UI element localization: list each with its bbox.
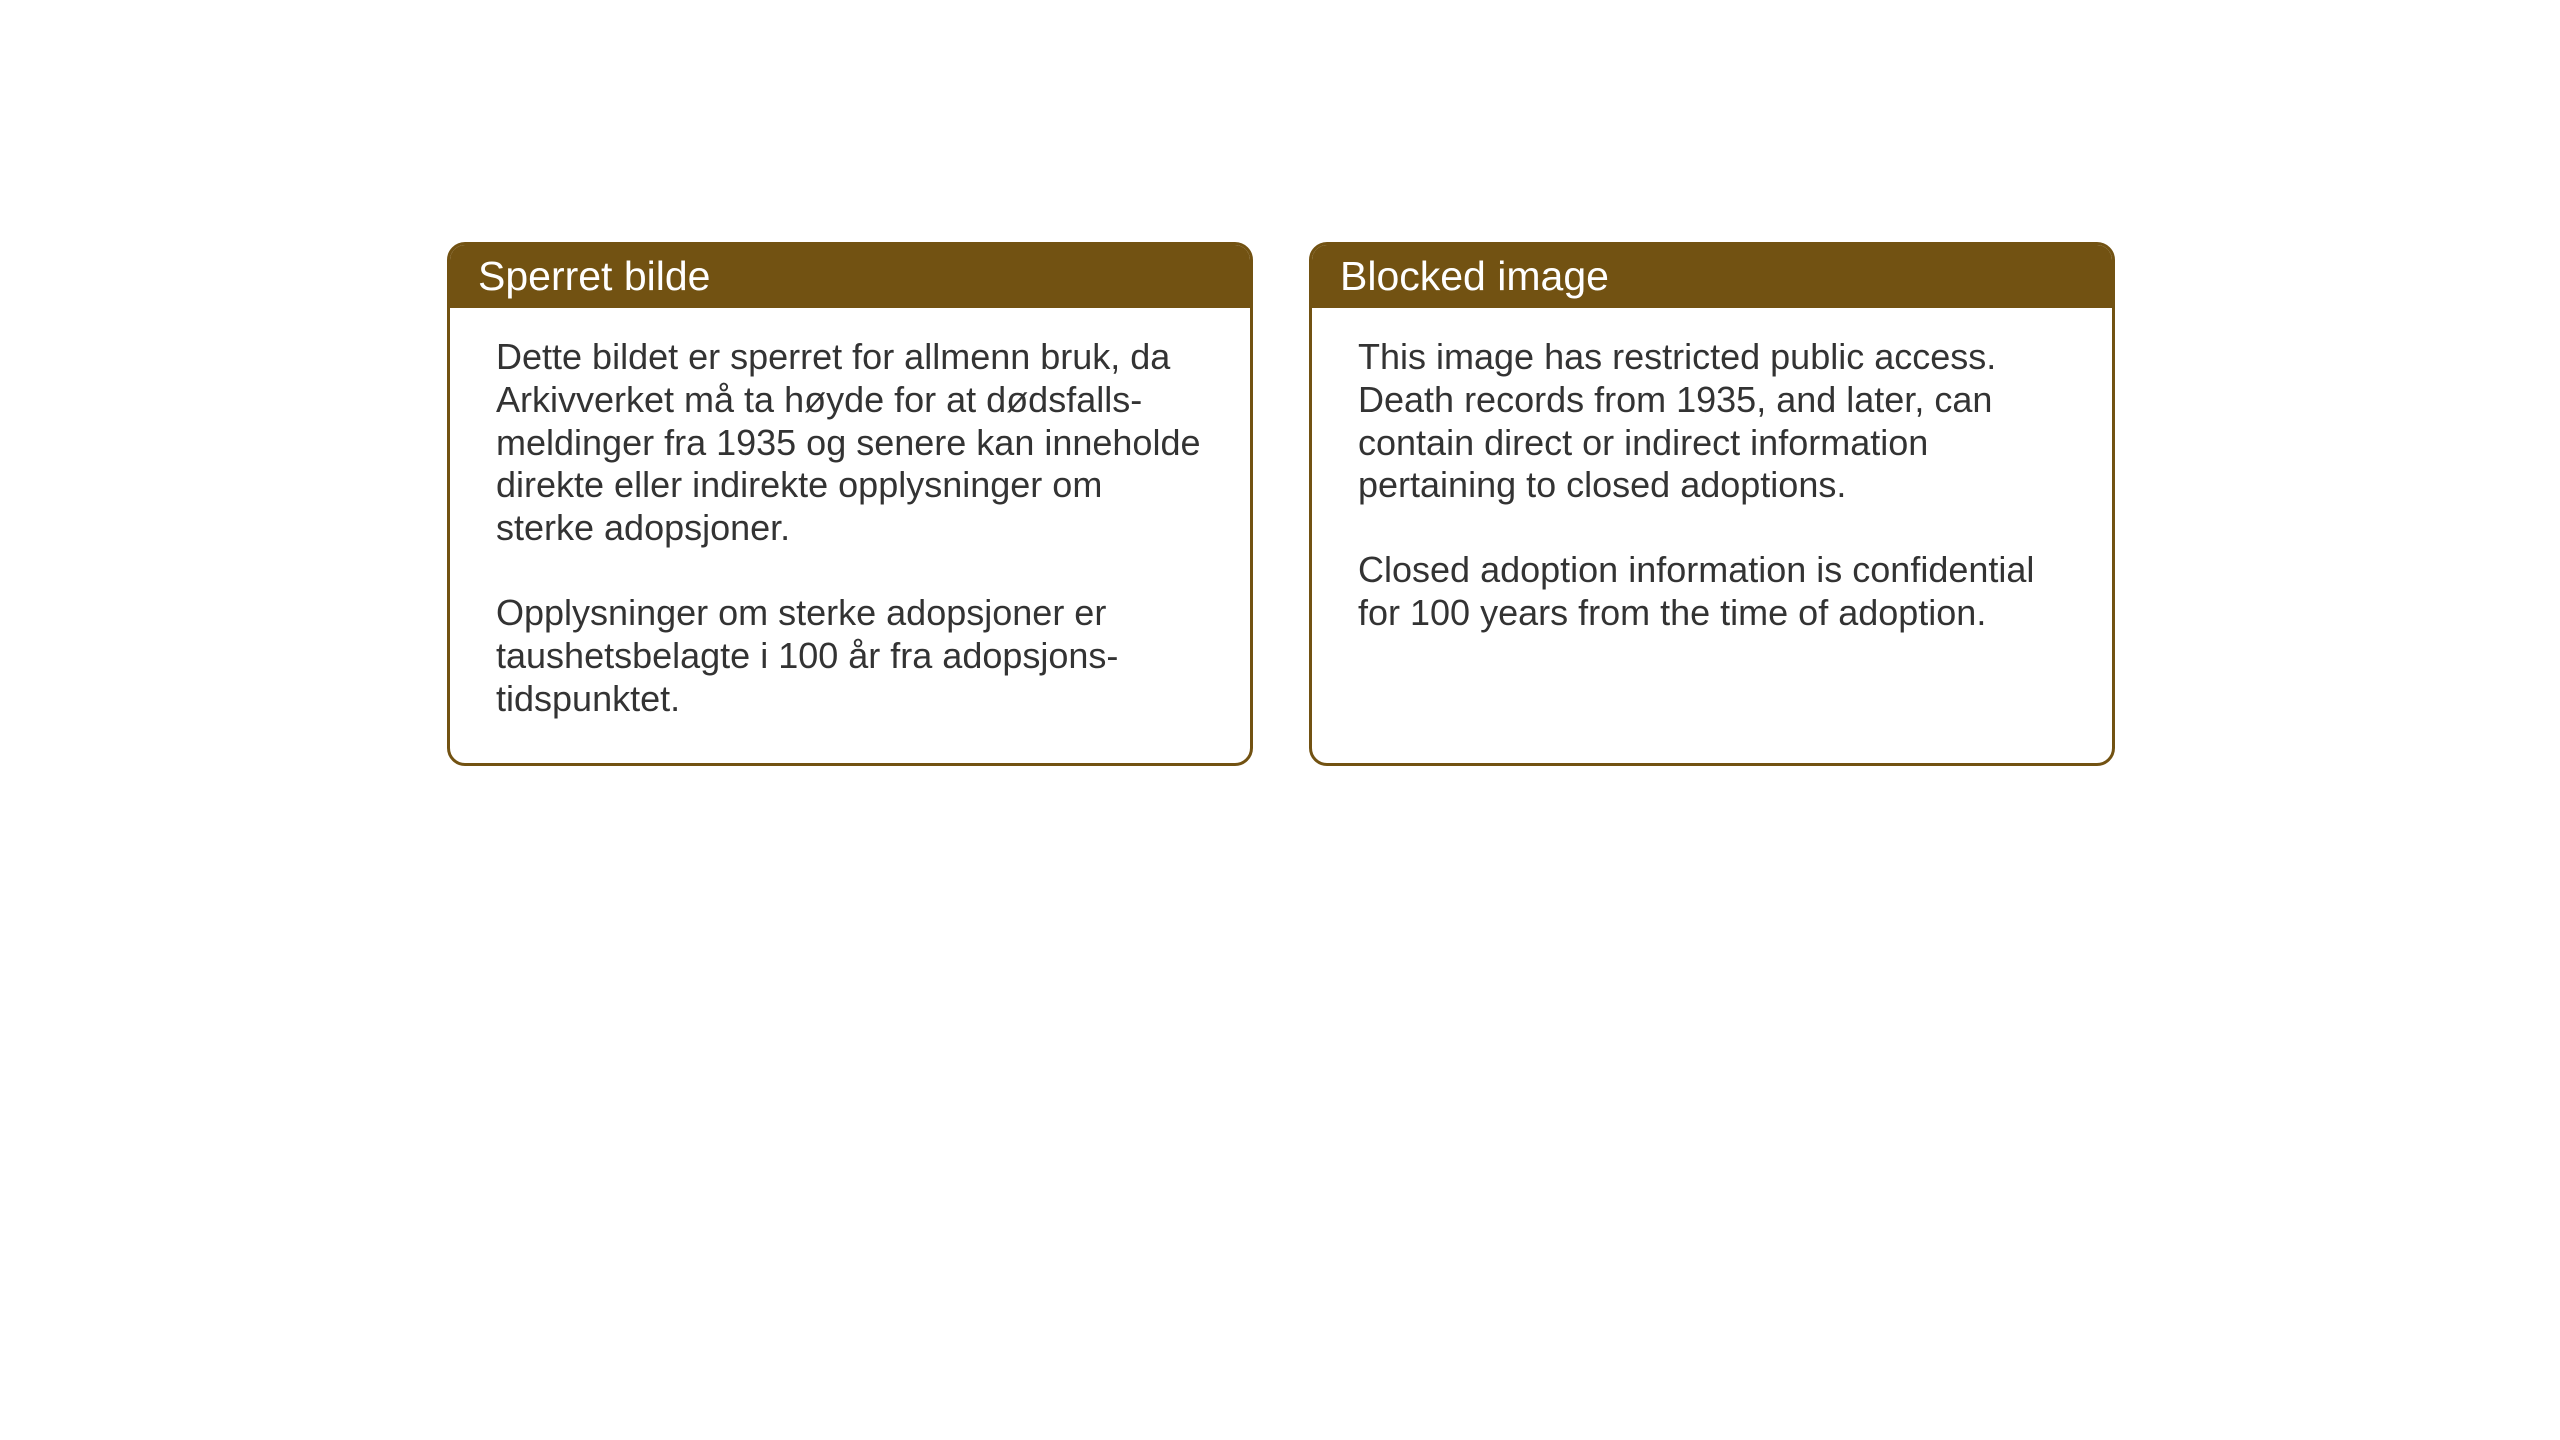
card-body-norwegian: Dette bildet er sperret for allmenn bruk…	[450, 308, 1250, 763]
card-paragraph-2-english: Closed adoption information is confident…	[1358, 549, 2066, 635]
card-body-english: This image has restricted public access.…	[1312, 308, 2112, 703]
card-header-norwegian: Sperret bilde	[450, 245, 1250, 308]
notice-cards-container: Sperret bilde Dette bildet er sperret fo…	[447, 242, 2115, 766]
card-header-english: Blocked image	[1312, 245, 2112, 308]
card-title-english: Blocked image	[1340, 253, 1609, 299]
card-title-norwegian: Sperret bilde	[478, 253, 710, 299]
notice-card-english: Blocked image This image has restricted …	[1309, 242, 2115, 766]
card-paragraph-2-norwegian: Opplysninger om sterke adopsjoner er tau…	[496, 592, 1204, 720]
notice-card-norwegian: Sperret bilde Dette bildet er sperret fo…	[447, 242, 1253, 766]
card-paragraph-1-english: This image has restricted public access.…	[1358, 336, 2066, 507]
card-paragraph-1-norwegian: Dette bildet er sperret for allmenn bruk…	[496, 336, 1204, 550]
